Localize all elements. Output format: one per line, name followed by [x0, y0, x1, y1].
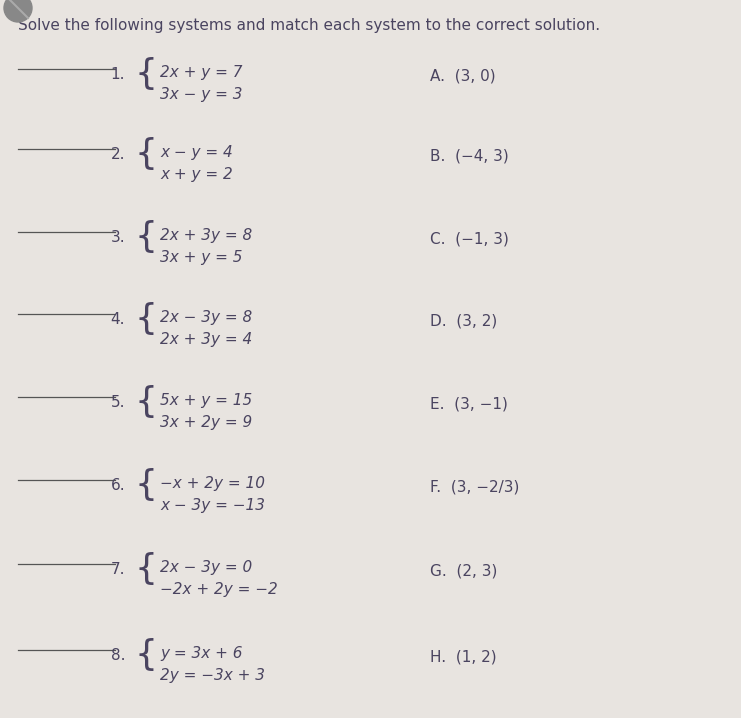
Text: {: {	[135, 137, 158, 171]
Text: {: {	[135, 638, 158, 672]
Text: {: {	[135, 302, 158, 336]
Text: 7.: 7.	[110, 562, 125, 577]
Text: 5.: 5.	[110, 395, 125, 410]
Text: 3x + y = 5: 3x + y = 5	[160, 250, 242, 265]
Text: x − 3y = −13: x − 3y = −13	[160, 498, 265, 513]
Text: 2x + 3y = 4: 2x + 3y = 4	[160, 332, 252, 347]
Text: 5x + y = 15: 5x + y = 15	[160, 393, 252, 408]
Text: G.  (2, 3): G. (2, 3)	[430, 564, 497, 579]
Text: F.  (3, −2/3): F. (3, −2/3)	[430, 480, 519, 495]
Text: Solve the following systems and match each system to the correct solution.: Solve the following systems and match ea…	[18, 18, 600, 33]
Text: H.  (1, 2): H. (1, 2)	[430, 650, 496, 664]
Text: 2x − 3y = 0: 2x − 3y = 0	[160, 560, 252, 575]
Text: x + y = 2: x + y = 2	[160, 167, 233, 182]
Text: x − y = 4: x − y = 4	[160, 145, 233, 160]
Text: D.  (3, 2): D. (3, 2)	[430, 314, 497, 329]
Text: {: {	[135, 385, 158, 419]
Text: 8.: 8.	[110, 648, 125, 663]
Text: 6.: 6.	[110, 478, 125, 493]
Text: E.  (3, −1): E. (3, −1)	[430, 396, 508, 411]
Text: {: {	[135, 468, 158, 502]
Text: {: {	[135, 220, 158, 254]
Text: 3x − y = 3: 3x − y = 3	[160, 87, 242, 102]
Text: 2.: 2.	[110, 147, 125, 162]
Circle shape	[4, 0, 32, 22]
Text: {: {	[135, 57, 158, 91]
Text: B.  (−4, 3): B. (−4, 3)	[430, 149, 509, 164]
Text: 4.: 4.	[110, 312, 125, 327]
Text: A.  (3, 0): A. (3, 0)	[430, 68, 496, 83]
Text: 2x + 3y = 8: 2x + 3y = 8	[160, 228, 252, 243]
Text: 2x − 3y = 8: 2x − 3y = 8	[160, 310, 252, 325]
Text: 1.: 1.	[110, 67, 125, 82]
Text: 3x + 2y = 9: 3x + 2y = 9	[160, 415, 252, 430]
Text: C.  (−1, 3): C. (−1, 3)	[430, 231, 509, 246]
Text: −2x + 2y = −2: −2x + 2y = −2	[160, 582, 278, 597]
Text: 2x + y = 7: 2x + y = 7	[160, 65, 242, 80]
Text: 3.: 3.	[110, 230, 125, 245]
Text: y = 3x + 6: y = 3x + 6	[160, 646, 242, 661]
Text: −x + 2y = 10: −x + 2y = 10	[160, 476, 265, 491]
Text: 2y = −3x + 3: 2y = −3x + 3	[160, 668, 265, 683]
Text: {: {	[135, 552, 158, 586]
